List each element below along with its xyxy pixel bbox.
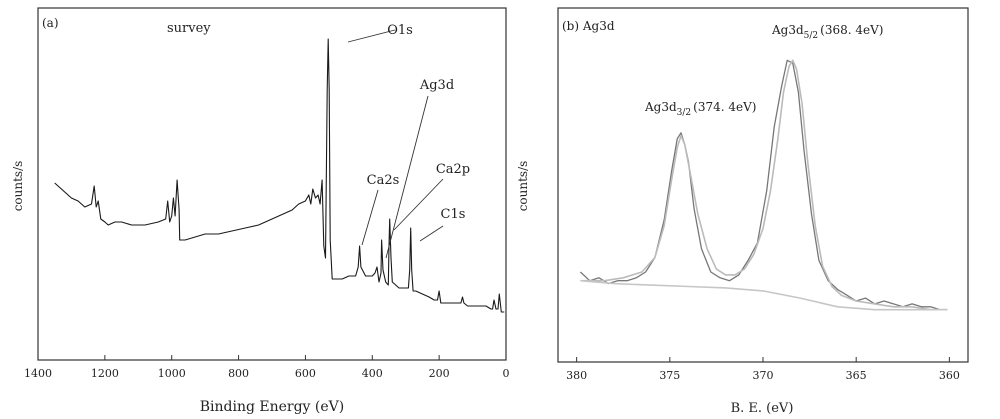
peak-label-main: Ag3d bbox=[771, 23, 804, 37]
peak-label-subscript: 5/2 bbox=[804, 31, 818, 41]
x-tick-label: 370 bbox=[753, 369, 774, 382]
panel-a-x-axis: 1400 1200 1000 800 600 400 200 0 bbox=[24, 355, 510, 380]
x-tick-label: 200 bbox=[429, 367, 450, 380]
x-tick-label: 360 bbox=[939, 369, 960, 382]
annotation-leader bbox=[361, 189, 379, 246]
panel-a-frame bbox=[37, 7, 507, 361]
panel-b-label: (b) Ag3d bbox=[562, 19, 615, 33]
series-line-raw bbox=[579, 59, 948, 311]
panel-b-x-axis: 380 375 370 365 360 bbox=[566, 357, 960, 382]
x-tick-label: 1200 bbox=[91, 367, 119, 380]
annotation-c1s: C1s bbox=[441, 207, 466, 222]
annotation-leader bbox=[385, 95, 429, 259]
annotation-o1s: O1s bbox=[387, 23, 413, 38]
peak-label-main: Ag3d bbox=[644, 100, 677, 114]
x-tick-label: 600 bbox=[295, 367, 316, 380]
peak-label-5-2: Ag3d5/2 (368. 4eV) bbox=[771, 23, 883, 41]
x-tick-label: 400 bbox=[362, 367, 383, 380]
panel-b-frame bbox=[557, 7, 969, 363]
peak-label-3-2: Ag3d3/2 (374. 4eV) bbox=[644, 100, 756, 118]
panel-b-label-letter: (b) bbox=[562, 19, 579, 33]
annotation-leader bbox=[347, 29, 396, 43]
panel-b-xlabel: B. E. (eV) bbox=[731, 401, 794, 416]
annotation-ag3d: Ag3d bbox=[419, 78, 454, 93]
annotation-ca2s: Ca2s bbox=[367, 173, 400, 188]
panel-b-plot bbox=[579, 59, 948, 311]
panel-b-ylabel: counts/s bbox=[516, 161, 530, 212]
annotation-leader bbox=[393, 178, 444, 231]
x-tick-label: 375 bbox=[659, 369, 680, 382]
x-tick-label: 380 bbox=[566, 369, 587, 382]
panel-a: (a) survey counts/s Binding Energy (eV) … bbox=[11, 7, 510, 415]
panel-b: (b) Ag3d counts/s B. E. (eV) 380 375 370 36… bbox=[516, 7, 969, 416]
panel-a-ylabel: counts/s bbox=[11, 161, 25, 212]
series-line-fit bbox=[580, 59, 948, 311]
x-tick-label: 800 bbox=[228, 367, 249, 380]
peak-label-value: (374. 4eV) bbox=[693, 100, 756, 114]
panel-b-annotations: Ag3d3/2 (374. 4eV)Ag3d5/2 (368. 4eV) bbox=[644, 23, 883, 118]
annotation-leader bbox=[419, 225, 444, 242]
x-tick-label: 1400 bbox=[24, 367, 52, 380]
panel-a-label: (a) bbox=[42, 16, 59, 30]
x-tick-label: 365 bbox=[846, 369, 867, 382]
panel-a-annotations: O1s Ag3d Ca2s Ca2p C1s bbox=[347, 23, 470, 259]
x-tick-label: 0 bbox=[503, 367, 510, 380]
panel-b-title: Ag3d bbox=[582, 19, 615, 33]
panel-a-title: survey bbox=[167, 21, 211, 36]
x-tick-label: 1000 bbox=[158, 367, 186, 380]
annotation-ca2p: Ca2p bbox=[436, 162, 470, 177]
panel-a-xlabel: Binding Energy (eV) bbox=[200, 399, 345, 415]
series-line-background bbox=[580, 279, 948, 311]
peak-label-value: (368. 4eV) bbox=[820, 23, 883, 37]
series-line bbox=[54, 38, 505, 313]
peak-label-subscript: 3/2 bbox=[677, 108, 691, 118]
panel-a-plot bbox=[54, 38, 505, 313]
